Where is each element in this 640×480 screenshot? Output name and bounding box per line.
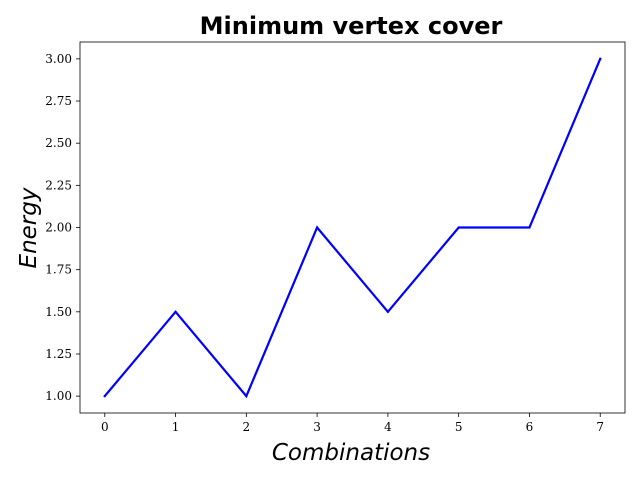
data-point	[457, 226, 460, 229]
y-axis-label: Energy	[16, 187, 42, 268]
y-tick-label: 2.75	[45, 94, 72, 108]
data-point	[245, 395, 248, 398]
y-tick-label: 1.25	[45, 347, 72, 361]
data-point	[316, 226, 319, 229]
x-tick-label: 2	[243, 420, 251, 434]
x-tick-label: 7	[596, 420, 604, 434]
plot-frame	[79, 41, 626, 414]
x-axis-label: Combinations	[272, 440, 430, 466]
data-point	[174, 310, 177, 313]
data-point	[528, 226, 531, 229]
y-tick-label: 1.50	[45, 305, 72, 319]
data-point	[386, 310, 389, 313]
x-tick-label: 0	[101, 420, 109, 434]
y-tick-label: 1.00	[45, 389, 72, 403]
y-tick-label: 2.50	[45, 136, 72, 150]
chart-title: Minimum vertex cover	[200, 12, 503, 40]
x-tick-label: 1	[172, 420, 180, 434]
x-tick-label: 3	[313, 420, 321, 434]
x-tick-label: 5	[455, 420, 463, 434]
x-axis-ticks: 0 1 2 3 4 5 6 7	[101, 413, 604, 434]
x-tick-label: 6	[526, 420, 534, 434]
data-point	[103, 395, 106, 398]
plot-background	[80, 42, 625, 413]
y-tick-label: 1.75	[45, 263, 72, 277]
x-tick-label: 4	[384, 420, 392, 434]
data-point	[599, 57, 602, 60]
y-tick-label: 3.00	[45, 52, 72, 66]
y-tick-label: 2.25	[45, 178, 72, 192]
series-layer	[103, 57, 602, 399]
series-line	[103, 57, 602, 399]
y-tick-label: 2.00	[45, 221, 72, 235]
y-axis-ticks: 1.00 1.25 1.50 1.75 2.00 2.25 2.50 2.75 3.00	[45, 52, 80, 403]
